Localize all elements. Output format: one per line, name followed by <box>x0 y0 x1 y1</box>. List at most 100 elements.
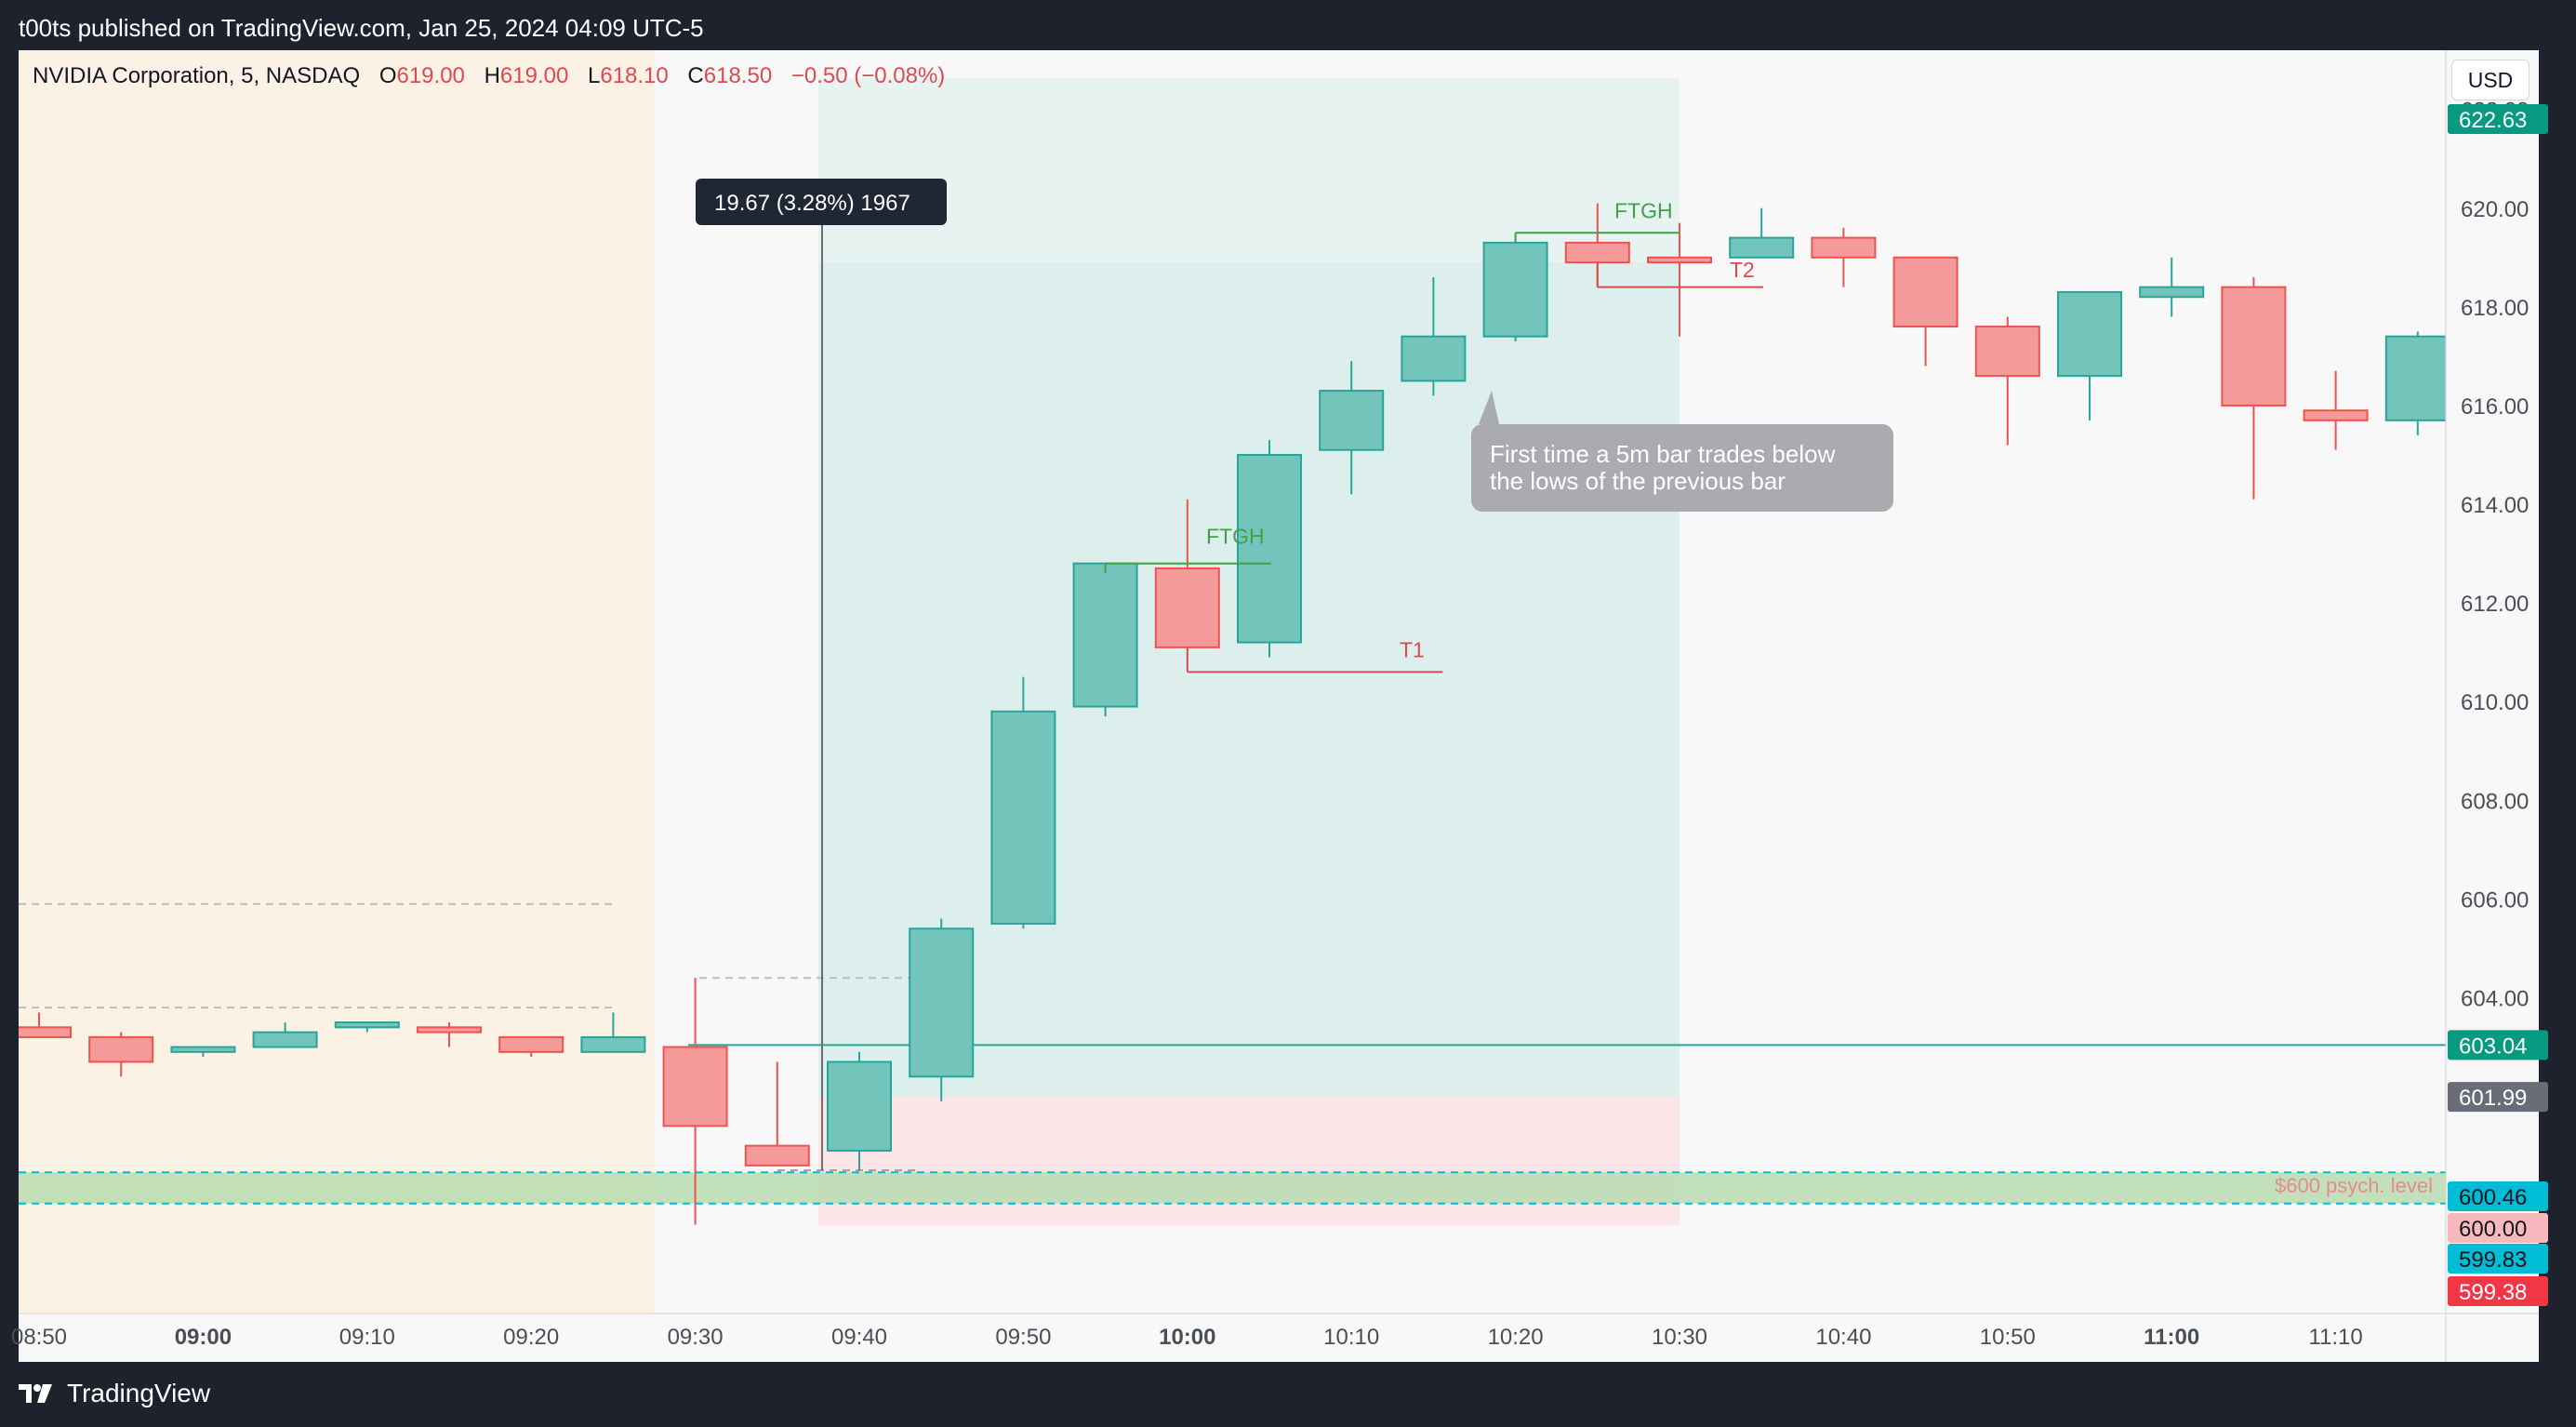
candle-body[interactable] <box>1564 241 1630 264</box>
high-value: 619.00 <box>499 63 569 88</box>
y-tick-label: 616.00 <box>2461 394 2529 420</box>
price-label-box <box>2448 1244 2548 1274</box>
t2-label: T2 <box>1730 258 1755 282</box>
tradingview-brand[interactable]: TradingView <box>19 1379 210 1408</box>
candle-body[interactable] <box>909 927 975 1078</box>
brand-name: TradingView <box>67 1379 211 1407</box>
price-label: 600.00 <box>2459 1217 2527 1242</box>
candle-body[interactable] <box>2221 286 2287 407</box>
x-tick-label: 09:20 <box>503 1325 559 1350</box>
y-tick-label: 610.00 <box>2461 690 2529 715</box>
x-tick-label: 10:00 <box>1159 1325 1215 1350</box>
close-label: C <box>687 63 704 88</box>
ftgh-label-2: FTGH <box>1614 198 1673 222</box>
candle-body[interactable] <box>170 1046 236 1053</box>
candle-body[interactable] <box>1072 562 1138 708</box>
candle-body[interactable] <box>990 710 1056 925</box>
measure-label: 19.67 (3.28%) 1967 <box>714 191 910 216</box>
price-label-box <box>2448 104 2548 134</box>
close-value: 618.50 <box>703 63 773 88</box>
price-label: 601.99 <box>2459 1086 2527 1111</box>
candle-body[interactable] <box>417 1026 482 1034</box>
price-label: 600.46 <box>2459 1185 2527 1210</box>
candle-body[interactable] <box>1892 256 1959 328</box>
x-tick-label: 11:10 <box>2308 1325 2362 1350</box>
candle-body[interactable] <box>1319 390 1385 451</box>
y-tick-label: 618.00 <box>2461 296 2529 321</box>
publisher-bar: t00ts published on TradingView.com, Jan … <box>0 0 2576 50</box>
price-label-box <box>2448 1213 2548 1243</box>
candle-body[interactable] <box>1154 567 1220 648</box>
candle-body[interactable] <box>2384 335 2450 421</box>
candle-body[interactable] <box>1811 236 1877 259</box>
high-label: H <box>484 63 500 88</box>
x-tick-label: 09:10 <box>339 1325 395 1350</box>
x-tick-label: 10:40 <box>1815 1325 1871 1350</box>
price-label: 603.04 <box>2459 1034 2527 1059</box>
x-tick-label: 10:50 <box>1980 1325 2036 1350</box>
price-label-box <box>2448 1082 2548 1113</box>
x-tick-label: 09:50 <box>995 1325 1051 1350</box>
candle-body[interactable] <box>2139 286 2205 299</box>
candle-body[interactable] <box>498 1035 564 1053</box>
candle-body[interactable] <box>1647 256 1712 264</box>
position-loss-zone[interactable] <box>818 1097 1680 1226</box>
x-tick-label: 09:40 <box>831 1325 887 1350</box>
candle-body[interactable] <box>744 1144 810 1167</box>
candle-body[interactable] <box>1237 453 1302 644</box>
callout-line-2: the lows of the previous bar <box>1490 467 1786 495</box>
candle-body[interactable] <box>88 1035 154 1063</box>
candle-body[interactable] <box>1974 326 2040 378</box>
change-value: −0.50 (−0.08%) <box>790 63 946 88</box>
y-tick-label: 612.00 <box>2461 592 2529 617</box>
candle-body[interactable] <box>1729 236 1795 259</box>
price-label-box <box>2448 1276 2548 1306</box>
position-profit-zone-upper <box>818 78 1680 263</box>
candle-body[interactable] <box>334 1021 400 1029</box>
y-tick-label: 614.00 <box>2461 493 2529 518</box>
x-tick-label: 11:00 <box>2144 1325 2199 1350</box>
price-label: 599.83 <box>2459 1247 2527 1273</box>
candle-body[interactable] <box>662 1046 728 1127</box>
currency-button[interactable]: USD <box>2451 60 2530 100</box>
price-label: 622.63 <box>2459 108 2527 133</box>
price-label-box <box>2448 1030 2548 1060</box>
candle-body[interactable] <box>2303 409 2369 421</box>
candle-body[interactable] <box>1482 241 1548 338</box>
candle-body[interactable] <box>252 1031 318 1048</box>
symbol-legend: NVIDIA Corporation, 5, NASDAQ O619.00 H6… <box>33 63 945 89</box>
callout-box[interactable] <box>1471 424 1893 512</box>
candle-body[interactable] <box>2057 290 2122 378</box>
x-tick-label: 09:30 <box>668 1325 724 1350</box>
candle-body[interactable] <box>827 1060 892 1152</box>
candle-body[interactable] <box>580 1035 646 1053</box>
callout-line-1: First time a 5m bar trades below <box>1490 440 1836 468</box>
premarket-shading <box>19 50 655 1314</box>
price-label: 599.38 <box>2459 1280 2527 1305</box>
y-tick-label: 608.00 <box>2461 789 2529 814</box>
measure-label-box <box>696 179 947 225</box>
symbol-name: NVIDIA Corporation, 5, NASDAQ <box>33 63 361 88</box>
tradingview-logo-icon <box>19 1384 52 1403</box>
psych-level-label: $600 psych. level <box>2275 1174 2433 1197</box>
y-tick-label: 604.00 <box>2461 987 2529 1012</box>
open-value: 619.00 <box>396 63 465 88</box>
ftgh-label-1: FTGH <box>1206 524 1265 548</box>
candle-body[interactable] <box>7 1026 72 1038</box>
price-label-box <box>2448 1181 2548 1211</box>
publisher-text: t00ts published on TradingView.com, Jan … <box>19 14 704 42</box>
psych-level-band[interactable] <box>19 1172 2446 1204</box>
y-tick-label: 606.00 <box>2461 887 2529 913</box>
open-label: O <box>378 63 397 88</box>
low-label: L <box>587 63 601 88</box>
callout-pointer <box>1479 391 1499 424</box>
t1-label: T1 <box>1400 637 1425 661</box>
x-tick-label: 10:10 <box>1323 1325 1379 1350</box>
candle-body[interactable] <box>1401 335 1467 382</box>
x-tick-label: 09:00 <box>175 1325 232 1350</box>
x-tick-label: 08:50 <box>11 1325 67 1350</box>
footer-bar: TradingView <box>0 1362 2576 1427</box>
x-tick-label: 10:30 <box>1652 1325 1707 1350</box>
low-value: 618.10 <box>600 63 669 88</box>
